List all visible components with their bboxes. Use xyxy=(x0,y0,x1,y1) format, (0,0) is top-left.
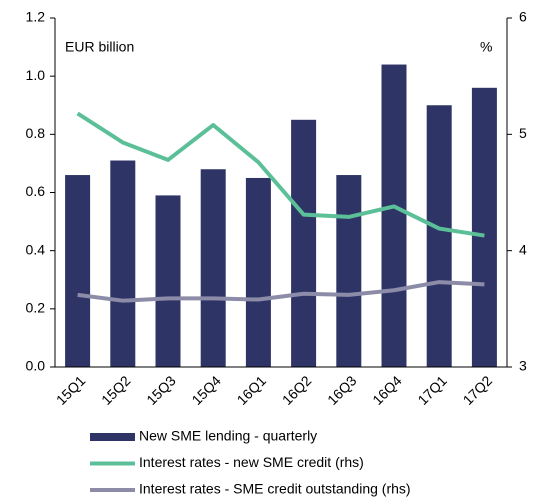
line xyxy=(77,280,485,303)
legend-label: Interest rates - new SME credit (rhs) xyxy=(139,454,364,470)
bar xyxy=(291,119,317,368)
y-tick-label: 1.2 xyxy=(26,9,46,25)
y2-tick-label: 6 xyxy=(519,9,527,25)
bar xyxy=(65,175,91,367)
y-tick-label: 0.2 xyxy=(26,300,46,316)
legend-label: New SME lending - quarterly xyxy=(139,428,317,444)
bar xyxy=(200,169,226,367)
bar xyxy=(336,175,362,367)
bar xyxy=(245,177,271,367)
y2-axis-unit: % xyxy=(480,39,492,55)
y2-tick-label: 5 xyxy=(519,125,527,141)
line xyxy=(76,111,485,238)
bar xyxy=(426,105,452,367)
x-tick-label: 15Q1 xyxy=(53,372,89,408)
y-tick-label: 0.8 xyxy=(26,125,46,141)
x-tick-label: 17Q2 xyxy=(460,372,496,408)
y-axis-unit: EUR billion xyxy=(65,39,134,55)
bar xyxy=(110,160,136,367)
legend-swatch xyxy=(90,433,135,441)
y-tick-label: 0.0 xyxy=(26,358,46,374)
y-tick-label: 0.4 xyxy=(26,241,46,257)
x-tick-label: 17Q1 xyxy=(414,372,450,408)
bar xyxy=(471,87,497,368)
bar xyxy=(381,64,407,368)
x-tick-label: 15Q4 xyxy=(188,372,224,408)
x-tick-label: 16Q4 xyxy=(369,372,405,408)
x-tick-label: 15Q3 xyxy=(143,372,179,408)
x-tick-label: 16Q2 xyxy=(279,372,315,408)
x-tick-label: 16Q3 xyxy=(324,372,360,408)
y-tick-label: 0.6 xyxy=(26,183,46,199)
x-tick-label: 16Q1 xyxy=(234,372,270,408)
y-tick-label: 1.0 xyxy=(26,67,46,83)
x-tick-label: 15Q2 xyxy=(98,372,134,408)
y2-tick-label: 3 xyxy=(519,358,527,374)
y2-tick-label: 4 xyxy=(519,241,527,257)
legend-label: Interest rates - SME credit outstanding … xyxy=(139,481,411,497)
bar xyxy=(155,195,181,367)
